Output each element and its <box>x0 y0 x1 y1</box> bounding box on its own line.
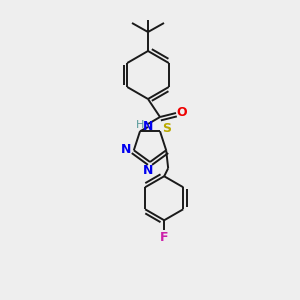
Text: N: N <box>121 143 131 156</box>
Text: N: N <box>143 164 153 176</box>
Text: S: S <box>163 122 172 135</box>
Text: N: N <box>143 121 153 134</box>
Text: H: H <box>136 120 144 130</box>
Text: F: F <box>160 231 168 244</box>
Text: O: O <box>177 106 187 118</box>
